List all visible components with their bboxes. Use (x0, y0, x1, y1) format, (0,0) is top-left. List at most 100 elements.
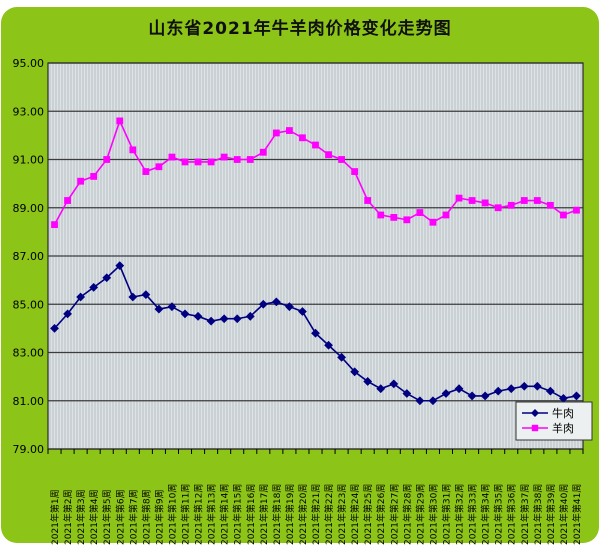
beef-marker (376, 384, 386, 394)
x-axis-label: 2021年第25周 (362, 484, 374, 545)
beef-marker (506, 384, 516, 394)
mutton-marker (351, 168, 359, 175)
beef-marker (415, 396, 425, 406)
x-axis-label: 2021年第16周 (245, 484, 257, 545)
y-axis-label: 85.00 (13, 298, 45, 311)
x-axis-label: 2021年第8周 (140, 489, 152, 545)
beef-marker (206, 316, 216, 326)
x-axis-label: 2021年第14周 (219, 484, 231, 545)
x-axis-label: 2021年第29周 (414, 484, 426, 545)
x-axis-label: 2021年第10周 (166, 484, 178, 545)
mutton-marker (155, 163, 163, 171)
mutton-marker (403, 216, 411, 224)
x-axis-label: 2021年第19周 (284, 484, 296, 545)
mutton-marker (390, 214, 398, 221)
beef-marker (89, 282, 99, 292)
mutton-marker (259, 148, 267, 156)
x-axis-label: 2021年第38周 (532, 484, 544, 545)
x-axis-label: 2021年第12周 (193, 484, 205, 545)
legend-label-beef: 牛肉 (552, 406, 574, 420)
beef-marker (180, 309, 190, 319)
beef-marker (441, 389, 451, 398)
beef-marker (389, 379, 399, 389)
x-axis-label: 2021年第15周 (232, 484, 244, 545)
x-axis-label: 2021年第4周 (88, 489, 100, 545)
beef-marker (480, 391, 490, 401)
mutton-marker (51, 221, 58, 229)
mutton-marker (233, 156, 241, 163)
x-axis-label: 2021年第26周 (375, 484, 387, 545)
beef-marker (115, 261, 125, 271)
legend-marker-mutton (531, 424, 539, 432)
plot-border (47, 62, 584, 450)
x-axis-label: 2021年第7周 (127, 489, 139, 545)
beef-marker (559, 393, 568, 403)
beef-marker (167, 302, 177, 312)
x-axis-label: 2021年第33周 (467, 484, 479, 545)
x-axis-label: 2021年第27周 (388, 484, 400, 545)
beef-marker (141, 290, 151, 299)
legend-marker-beef (531, 409, 539, 417)
beef-marker (245, 311, 255, 321)
x-axis-label: 2021年第22周 (323, 484, 335, 545)
x-axis-label: 2021年第20周 (297, 484, 309, 545)
beef-marker (467, 391, 477, 401)
x-axis-label: 2021年第6周 (114, 489, 126, 545)
beef-marker (258, 299, 268, 309)
y-axis-label: 91.00 (13, 154, 45, 167)
x-axis-label: 2021年第41周 (571, 484, 583, 545)
beef-marker (219, 314, 229, 324)
x-axis-label: 2021年第37周 (519, 484, 531, 545)
chart-title: 山东省2021年牛羊肉价格变化走势图 (148, 19, 452, 39)
beef-marker (545, 386, 555, 396)
beef-marker (50, 323, 59, 333)
beef-marker (232, 314, 242, 324)
mutton-marker (416, 209, 424, 216)
x-axis-label: 2021年第5周 (101, 489, 113, 545)
mutton-marker (116, 117, 124, 125)
beef-marker (324, 340, 333, 350)
beef-marker (285, 302, 294, 312)
x-axis-label: 2021年第21周 (310, 484, 322, 545)
mutton-marker (573, 206, 580, 214)
x-axis-label: 2021年第3周 (75, 489, 87, 545)
y-axis-label: 83.00 (13, 347, 45, 360)
mutton-marker (325, 151, 332, 159)
beef-marker (311, 328, 320, 338)
mutton-marker (455, 194, 463, 202)
x-axis-label: 2021年第18周 (271, 484, 283, 545)
x-axis-label: 2021年第17周 (258, 484, 270, 545)
beef-marker (350, 367, 360, 377)
mutton-marker (90, 172, 98, 180)
beef-marker (337, 352, 346, 362)
mutton-marker (546, 201, 554, 209)
x-axis-label: 2021年第31周 (440, 484, 452, 545)
mutton-marker (77, 177, 85, 185)
x-axis-label: 2021年第35周 (493, 484, 505, 545)
beef-marker (128, 292, 138, 302)
beef-marker (428, 396, 438, 406)
x-axis-label: 2021年第28周 (401, 484, 413, 545)
mutton-marker (520, 197, 528, 204)
beef-marker (532, 381, 542, 391)
beef-marker (102, 273, 112, 283)
mutton-marker (246, 156, 254, 163)
beef-marker (454, 384, 464, 394)
mutton-marker (207, 158, 215, 166)
y-axis-label: 95.00 (13, 57, 45, 70)
mutton-marker (272, 129, 280, 137)
mutton-marker (286, 127, 293, 134)
beef-marker (271, 297, 281, 307)
mutton-marker (494, 204, 502, 212)
y-axis-label: 87.00 (13, 250, 45, 263)
mutton-marker (103, 156, 111, 163)
x-axis-label: 2021年第24周 (349, 484, 361, 545)
x-axis-label: 2021年第13周 (206, 484, 218, 545)
beef-marker (154, 304, 164, 314)
mutton-marker (129, 146, 137, 154)
mutton-marker (312, 141, 319, 149)
mutton-marker (168, 153, 176, 161)
mutton-marker (533, 197, 541, 204)
y-axis-label: 79.00 (13, 443, 45, 456)
